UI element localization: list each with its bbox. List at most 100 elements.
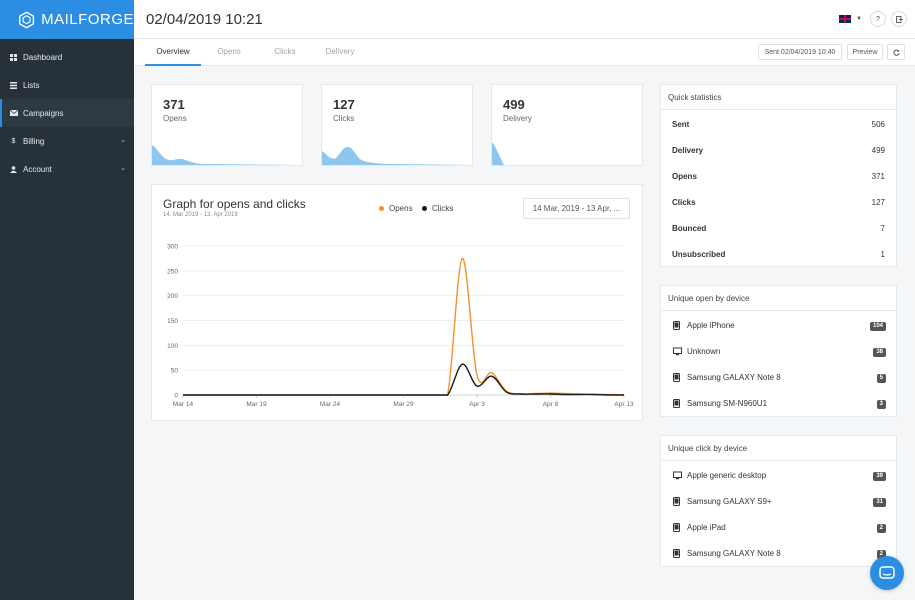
envelope-icon	[9, 109, 18, 118]
stat-row-clicks: Clicks 127	[661, 189, 896, 215]
sidebar: MAILFORGE Dashboard Lists Campaigns $ Bi…	[0, 0, 134, 600]
monitor-icon	[673, 471, 682, 480]
legend-dot-icon	[379, 206, 384, 211]
panel-title: Quick statistics	[661, 85, 896, 110]
y-tick-label: 50	[171, 368, 179, 375]
stat-row-unsubscribed: Unsubscribed 1	[661, 241, 896, 267]
tab-overview[interactable]: Overview	[145, 39, 201, 66]
quick-statistics-panel: Quick statistics Sent 506 Delivery 499 Ope…	[660, 84, 897, 267]
chevron-down-icon: ⌄	[120, 137, 126, 144]
row-value: 127	[871, 198, 885, 207]
x-tick-label: Mar 14	[173, 401, 194, 408]
y-tick-label: 100	[167, 343, 178, 350]
date-range-picker[interactable]: 14 Mar, 2019 - 13 Apr, ...	[523, 198, 630, 219]
y-tick-label: 150	[167, 318, 178, 325]
y-tick-label: 300	[167, 244, 178, 251]
count-badge: 104	[869, 322, 886, 331]
device-name: Unknown	[687, 347, 721, 356]
logout-button[interactable]	[891, 11, 907, 27]
help-button[interactable]: ?	[870, 11, 886, 27]
sidebar-item-billing[interactable]: $ Billing ⌄	[0, 127, 134, 155]
list-item: Apple generic desktop 39	[661, 462, 896, 488]
chevron-down-icon[interactable]: ▼	[856, 16, 862, 22]
stat-value: 499	[503, 97, 525, 112]
page-title: 02/04/2019 10:21	[146, 10, 263, 28]
sidebar-item-label: Billing	[23, 136, 45, 146]
row-value: 1	[880, 250, 885, 259]
sidebar-item-account[interactable]: Account ⌄	[0, 155, 134, 183]
uk-flag-icon[interactable]	[839, 15, 852, 23]
sidebar-item-campaigns[interactable]: Campaigns	[0, 99, 134, 127]
phone-icon	[673, 523, 680, 532]
device-name: Samsung GALAXY S9+	[687, 497, 772, 506]
row-value: 499	[871, 146, 885, 155]
open-by-device-panel: Unique open by device Apple iPhone 104 U…	[660, 285, 897, 417]
stat-card-opens: 371 Opens	[151, 84, 304, 166]
sidebar-item-label: Campaigns	[23, 108, 64, 118]
row-label: Unsubscribed	[672, 250, 726, 259]
legend-label: Clicks	[432, 204, 454, 213]
preview-button[interactable]: Preview	[847, 44, 883, 60]
sent-date-button[interactable]: Sent 02/04/2019 10:40	[758, 44, 842, 60]
sparkline-clicks	[322, 147, 474, 165]
row-label: Bounced	[672, 224, 707, 233]
sidebar-item-label: Dashboard	[23, 52, 63, 62]
graph-card: Graph for opens and clicks 14. Mar 2019 …	[151, 184, 643, 421]
list-item: Unknown 38	[661, 338, 896, 364]
line-chart: 0 50 100 150 200 250 300 Mar 14 Mar 19 Mar 24 Mar …	[167, 244, 634, 409]
stat-row-opens: Opens 371	[661, 163, 896, 189]
row-label: Clicks	[672, 198, 696, 207]
tab-delivery[interactable]: Delivery	[325, 47, 355, 56]
legend-opens[interactable]: Opens	[379, 204, 413, 213]
list-item: Apple iPhone 104	[661, 312, 896, 338]
sidebar-item-label: Lists	[23, 80, 40, 90]
list-item: Samsung GALAXY Note 8 5	[661, 364, 896, 390]
count-badge: 2	[876, 550, 886, 559]
monitor-icon	[673, 347, 682, 356]
sidebar-item-lists[interactable]: Lists	[0, 71, 134, 99]
stat-row-sent: Sent 506	[661, 111, 896, 137]
sidebar-item-dashboard[interactable]: Dashboard	[0, 43, 134, 71]
x-tick-label: Apr 8	[543, 401, 559, 408]
device-name: Apple iPhone	[687, 321, 735, 330]
row-label: Opens	[672, 172, 697, 181]
grid-icon	[9, 53, 18, 62]
x-tick-label: Mar 24	[320, 401, 341, 408]
stat-row-bounced: Bounced 7	[661, 215, 896, 241]
list-item: Samsung SM-N960U1 3	[661, 390, 896, 416]
list-icon	[9, 81, 18, 90]
device-name: Apple generic desktop	[687, 471, 767, 480]
legend-label: Opens	[389, 204, 413, 213]
row-value: 371	[871, 172, 885, 181]
row-value: 7	[880, 224, 885, 233]
graph-subtitle: 14. Mar 2019 - 13. Apr 2019	[163, 212, 238, 218]
series-line-clicks	[182, 363, 624, 396]
stat-label: Delivery	[503, 114, 532, 123]
legend-clicks[interactable]: Clicks	[422, 204, 453, 213]
series-line-opens	[182, 257, 625, 396]
brand-logo[interactable]: MAILFORGE	[0, 0, 134, 39]
list-item: Samsung GALAXY S9+ 31	[661, 488, 896, 514]
count-badge: 38	[873, 348, 886, 357]
row-label: Sent	[672, 120, 690, 129]
stat-card-delivery: 499 Delivery	[491, 84, 643, 166]
y-tick-label: 0	[174, 393, 178, 400]
sidebar-nav: Dashboard Lists Campaigns $ Billing ⌄ Ac…	[0, 39, 134, 183]
tabs-bar: Overview Opens Clicks Delivery Sent 02/0…	[134, 39, 915, 66]
tab-opens[interactable]: Opens	[217, 47, 241, 56]
tab-clicks[interactable]: Clicks	[274, 47, 296, 56]
row-value: 506	[871, 120, 885, 129]
refresh-button[interactable]	[887, 44, 905, 60]
y-tick-label: 250	[167, 268, 178, 275]
header: 02/04/2019 10:21 ▼ ?	[134, 0, 915, 39]
dollar-icon: $	[11, 137, 16, 145]
header-actions: ▼ ?	[839, 11, 907, 27]
device-name: Apple iPad	[687, 523, 726, 532]
cube-logo-icon	[19, 11, 35, 28]
user-icon	[9, 165, 18, 174]
phone-icon	[673, 373, 680, 382]
chat-launcher-button[interactable]	[870, 556, 904, 590]
phone-icon	[673, 549, 680, 558]
x-tick-label: Mar 29	[393, 401, 414, 408]
stat-card-clicks: 127 Clicks	[321, 84, 474, 166]
